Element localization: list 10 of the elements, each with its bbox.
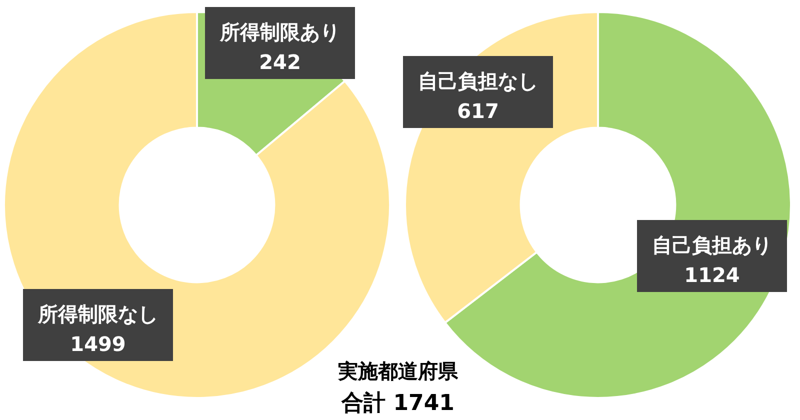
slice-label: 所得制限なし [37, 302, 158, 326]
slice-label: 自己負担なし [418, 69, 538, 93]
text: 実施都道府県 [337, 359, 459, 383]
slice-label: 所得制限あり [219, 20, 340, 44]
data-label: 1499 [70, 332, 126, 356]
slice-label: 自己負担あり [652, 233, 772, 257]
text: 合計 1741 [340, 391, 454, 416]
data-label: 617 [457, 99, 499, 123]
data-label: 242 [259, 50, 301, 74]
data-label: 1124 [684, 263, 740, 287]
